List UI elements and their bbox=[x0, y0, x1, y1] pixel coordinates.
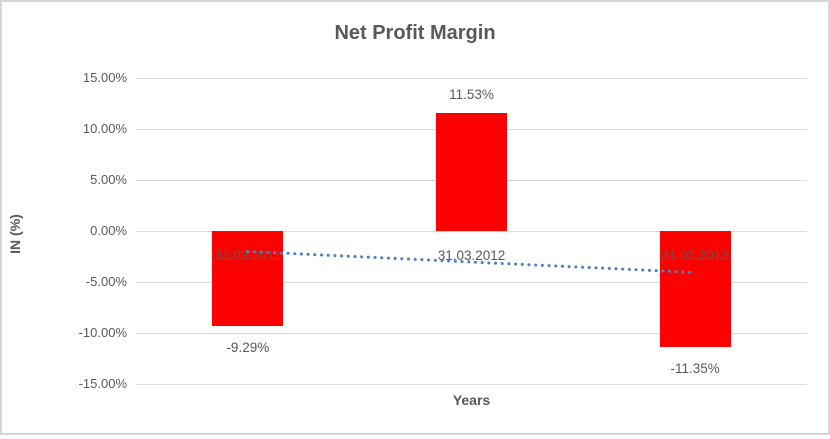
bar-data-label: 11.53% bbox=[449, 87, 494, 103]
y-tick-label: 15.00% bbox=[82, 70, 127, 85]
gridline bbox=[136, 281, 807, 283]
bar-data-label: -11.35% bbox=[670, 360, 720, 376]
y-tick-label: -10.00% bbox=[78, 325, 127, 340]
y-tick-label: -15.00% bbox=[78, 376, 127, 391]
bar bbox=[212, 231, 284, 326]
x-category-label: 31.03.2013 bbox=[661, 248, 729, 263]
trendline-path bbox=[246, 250, 697, 275]
bar bbox=[659, 231, 731, 347]
y-tick-label: 5.00% bbox=[90, 172, 127, 187]
y-tick-label: 0.00% bbox=[90, 223, 127, 238]
gridline bbox=[136, 332, 807, 334]
chart-title: Net Profit Margin bbox=[334, 22, 496, 44]
gridline bbox=[136, 230, 807, 232]
x-axis-title: Years bbox=[452, 392, 491, 408]
y-tick-label: -5.00% bbox=[85, 274, 127, 289]
gridline bbox=[136, 77, 807, 79]
plot-area: -9.29% 31.03.2011 11.53% 31.03.2012 -11.35% 3… bbox=[136, 77, 807, 385]
bar-data-label: -9.29% bbox=[226, 339, 270, 355]
gridline bbox=[136, 383, 807, 385]
y-tick-label: 10.00% bbox=[82, 121, 127, 136]
trendline bbox=[246, 250, 697, 275]
x-category-label: 31.03.2012 bbox=[437, 248, 506, 263]
bar bbox=[436, 113, 507, 231]
x-category-label: 31.03.2011 bbox=[214, 248, 282, 263]
